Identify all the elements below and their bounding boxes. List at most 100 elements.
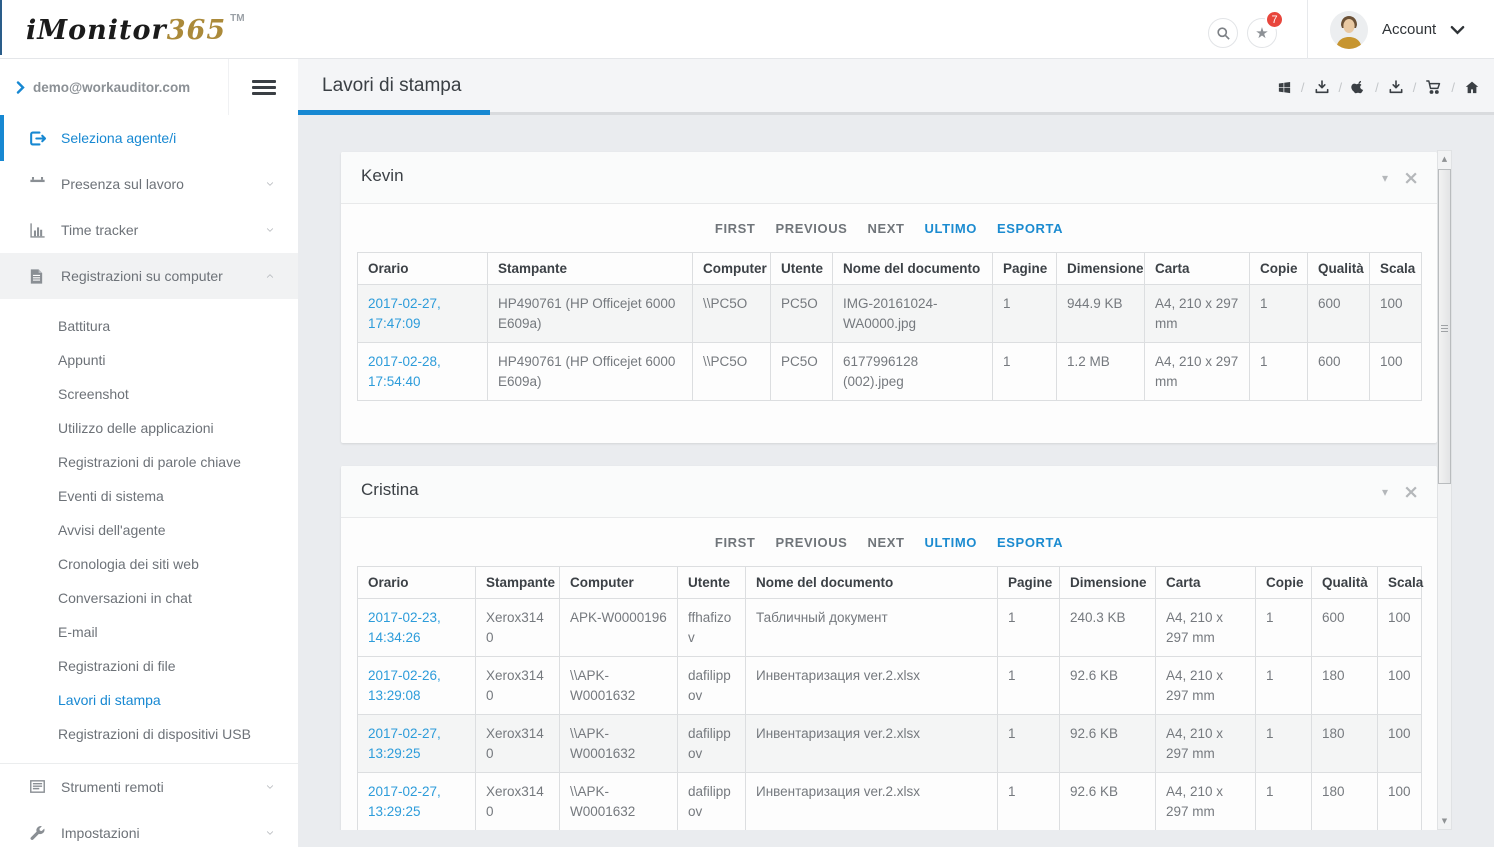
column-header-utente: Utente — [770, 252, 833, 285]
cell-utente: ffhafizov — [677, 597, 746, 658]
sidebar-item-registrazioni-su-computer[interactable]: Registrazioni su computer — [0, 253, 298, 299]
print-job-date-link[interactable]: 2017-02-26, 13:29:08 — [368, 668, 441, 703]
column-header-stampante: Stampante — [487, 252, 693, 285]
cell-orario: 2017-02-27, 13:29:25 — [357, 714, 476, 774]
home-icon[interactable] — [1464, 80, 1480, 95]
sidebar-subitem-registrazioni-di-file[interactable]: Registrazioni di file — [0, 649, 298, 683]
sidebar-subitem-lavori-di-stampa[interactable]: Lavori di stampa — [0, 683, 298, 717]
cell-qualit-: 600 — [1311, 597, 1378, 658]
sidebar-item-seleziona-agente-i[interactable]: Seleziona agente/i — [0, 115, 298, 161]
icon-separator: / — [1451, 79, 1455, 95]
pagination-link-first[interactable]: FIRST — [714, 221, 756, 236]
notification-badge: 7 — [1265, 10, 1284, 29]
sidebar-subitem-registrazioni-di-parole-chiave[interactable]: Registrazioni di parole chiave — [0, 445, 298, 479]
top-bar: iMonitor365 TM ★ 7 Account — [0, 0, 1494, 59]
tab-underline-track — [490, 112, 1494, 115]
table-row: 2017-02-27, 17:47:09 HP490761 (HP Officej… — [357, 283, 1422, 344]
cell-nome-del-documento: Инвентаризация ver.2.xlsx — [745, 656, 998, 716]
platform-links: / / / / / — [1277, 59, 1480, 115]
logo-text: iMonitor — [26, 15, 167, 46]
windows-icon[interactable] — [1277, 80, 1292, 95]
sidebar-subitem-registrazioni-di-dispositivi-usb[interactable]: Registrazioni di dispositivi USB — [0, 717, 298, 751]
scrollbar-thumb[interactable] — [1438, 169, 1451, 484]
pagination-link-previous[interactable]: PREVIOUS — [775, 221, 848, 236]
apple-icon[interactable] — [1351, 79, 1366, 96]
sidebar-subitem-avvisi-dell-agente[interactable]: Avvisi dell'agente — [0, 513, 298, 547]
print-job-date-link[interactable]: 2017-02-27, 17:47:09 — [368, 296, 441, 331]
cart-icon[interactable] — [1425, 79, 1442, 95]
pagination-link-next[interactable]: NEXT — [867, 535, 905, 550]
sidebar-subitem-battitura[interactable]: Battitura — [0, 309, 298, 343]
panel-collapse-icon[interactable]: ▾ — [1382, 171, 1389, 185]
cell-nome-del-documento: 6177996128 (002).jpeg — [832, 342, 993, 402]
wrench-icon — [28, 824, 47, 843]
sidebar-item-impostazioni[interactable]: Impostazioni — [0, 810, 298, 847]
download-icon[interactable] — [1314, 79, 1330, 95]
sidebar-subitem-eventi-di-sistema[interactable]: Eventi di sistema — [0, 479, 298, 513]
vertical-scrollbar[interactable]: ▲ ▼ — [1437, 150, 1452, 830]
pagination-link-next[interactable]: NEXT — [867, 221, 905, 236]
cell-dimensione: 944.9 KB — [1056, 283, 1145, 344]
panel-close-icon[interactable]: × — [1403, 480, 1419, 503]
account-menu[interactable]: Account — [1330, 0, 1465, 59]
column-header-orario: Orario — [357, 566, 476, 599]
sidebar-subitem-label: Conversazioni in chat — [58, 590, 192, 606]
pagination-link-first[interactable]: FIRST — [714, 535, 756, 550]
hamburger-icon — [251, 77, 276, 98]
sidebar-subitem-utilizzo-delle-applicazioni[interactable]: Utilizzo delle applicazioni — [0, 411, 298, 445]
cell-carta: A4, 210 x 297 mm — [1155, 714, 1256, 774]
print-job-date-link[interactable]: 2017-02-23, 14:34:26 — [368, 610, 441, 645]
cell-computer: \\APK-W0001632 — [559, 656, 678, 716]
favorites-button[interactable]: ★ 7 — [1247, 10, 1284, 48]
column-header-nome-del-documento: Nome del documento — [745, 566, 998, 599]
sidebar-item-presenza-sul-lavoro[interactable]: Presenza sul lavoro — [0, 161, 298, 207]
sidebar-subitem-appunti[interactable]: Appunti — [0, 343, 298, 377]
cell-stampante: Xerox3140 — [475, 772, 560, 830]
icon-separator: / — [1412, 79, 1417, 95]
scroll-up-arrow[interactable]: ▲ — [1441, 155, 1448, 163]
cell-computer: \\PC5O — [692, 342, 771, 402]
column-header-pagine: Pagine — [997, 566, 1060, 599]
column-header-computer: Computer — [559, 566, 678, 599]
agent-account-selector[interactable]: demo@workauditor.com — [0, 59, 228, 115]
cell-utente: PC5O — [770, 283, 833, 344]
cell-computer: \\APK-W0001632 — [559, 772, 678, 830]
sidebar-toggle-button[interactable] — [228, 59, 298, 115]
print-jobs-table: Orario Stampante Computer Utente Nome del do… — [357, 252, 1422, 402]
panel-collapse-icon[interactable]: ▾ — [1382, 485, 1389, 499]
sidebar-subitem-cronologia-dei-siti-web[interactable]: Cronologia dei siti web — [0, 547, 298, 581]
pagination-link-esporta[interactable]: ESPORTA — [997, 221, 1064, 236]
sidebar-item-time-tracker[interactable]: Time tracker — [0, 207, 298, 253]
print-job-date-link[interactable]: 2017-02-27, 13:29:25 — [368, 726, 441, 761]
cell-nome-del-documento: Инвентаризация ver.2.xlsx — [745, 772, 998, 830]
pagination-link-ultimo[interactable]: ULTIMO — [924, 535, 977, 550]
pagination-link-previous[interactable]: PREVIOUS — [775, 535, 848, 550]
column-header-copie: Copie — [1249, 252, 1308, 285]
search-button[interactable] — [1208, 18, 1238, 48]
sidebar-item-label: Presenza sul lavoro — [61, 176, 184, 192]
account-label: Account — [1382, 21, 1437, 38]
sidebar-submenu: Battitura Appunti Screenshot Utilizzo delle… — [0, 299, 298, 763]
cell-nome-del-documento: Инвентаризация ver.2.xlsx — [745, 714, 998, 774]
chevron-up-icon — [264, 272, 276, 280]
download-icon[interactable] — [1388, 79, 1404, 95]
cell-dimensione: 92.6 KB — [1059, 656, 1156, 716]
icon-separator: / — [1375, 79, 1379, 95]
panel-close-icon[interactable]: × — [1403, 166, 1419, 189]
sidebar-subitem-conversazioni-in-chat[interactable]: Conversazioni in chat — [0, 581, 298, 615]
cell-carta: A4, 210 x 297 mm — [1155, 772, 1256, 830]
print-job-date-link[interactable]: 2017-02-27, 13:29:25 — [368, 784, 441, 819]
sidebar-subitem-label: Avvisi dell'agente — [58, 522, 166, 538]
table-row: 2017-02-26, 13:29:08 Xerox3140 \\APK-W0001… — [357, 656, 1422, 716]
sidebar-subitem-e-mail[interactable]: E-mail — [0, 615, 298, 649]
pagination-link-ultimo[interactable]: ULTIMO — [924, 221, 977, 236]
scroll-down-arrow[interactable]: ▼ — [1441, 817, 1448, 825]
chevron-down-icon — [264, 226, 276, 234]
pagination-link-esporta[interactable]: ESPORTA — [997, 535, 1064, 550]
panel-title: Cristina — [361, 480, 419, 499]
sidebar-item-strumenti-remoti[interactable]: Strumenti remoti — [0, 764, 298, 810]
print-job-date-link[interactable]: 2017-02-28, 17:54:40 — [368, 354, 441, 389]
column-header-pagine: Pagine — [992, 252, 1057, 285]
sidebar: Seleziona agente/i Presenza sul lavoro Tim… — [0, 115, 298, 847]
sidebar-subitem-screenshot[interactable]: Screenshot — [0, 377, 298, 411]
